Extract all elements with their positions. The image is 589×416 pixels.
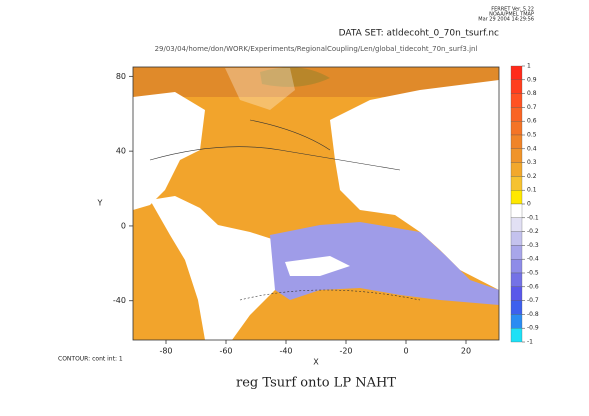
colorbar-cell <box>510 121 523 136</box>
colorbar-label: 0.6 <box>527 118 537 125</box>
colorbar-label: -0.7 <box>527 297 539 304</box>
contour-line <box>239 289 421 301</box>
land <box>330 80 499 290</box>
colorbar-label: 0.5 <box>527 132 537 139</box>
x-tick-label: 20 <box>461 347 471 356</box>
colorbar-cell <box>510 79 523 94</box>
colorbar-cell <box>510 190 523 205</box>
colorbar-cell <box>510 314 523 329</box>
colorbar-label: 0 <box>527 201 531 208</box>
colorbar-cell <box>510 203 523 218</box>
plot-frame <box>132 66 500 341</box>
colorbar-label: -0.8 <box>527 311 539 318</box>
header-line: NOAA/PMEL TMAP <box>489 12 534 18</box>
y-tick-label: -40 <box>113 296 126 305</box>
colorbar-cell <box>510 176 523 191</box>
dataset: DATA SET: atldecoht_0_70n_tsurf.nc <box>339 29 499 39</box>
colorbar-cell <box>510 300 523 315</box>
colorbar-label: 0.2 <box>527 173 537 180</box>
y-tick-label: 40 <box>116 147 126 156</box>
negative-region <box>270 222 499 305</box>
x-axis-label: X <box>313 358 319 367</box>
x-tick-label: 0 <box>403 347 408 356</box>
x-tick-label: -80 <box>159 347 172 356</box>
colorbar-label: -0.2 <box>527 228 539 235</box>
x-tick-label: -40 <box>279 347 292 356</box>
colorbar-cell <box>510 272 523 287</box>
colorbar-label: 0.1 <box>527 187 537 194</box>
x-tick-label: -20 <box>339 347 352 356</box>
header-line: Mar 29 2004 14:29:56 <box>478 17 534 23</box>
y-tick-label: 0 <box>121 221 126 230</box>
colorbar-label: -1 <box>527 339 533 346</box>
colorbar-cell <box>510 65 523 80</box>
colorbar-cell <box>510 162 523 177</box>
caption: reg Tsurf onto LP NAHT <box>236 376 396 391</box>
colorbar-label: -0.5 <box>527 270 539 277</box>
ocean-feature <box>260 67 330 87</box>
colorbar-cell <box>510 245 523 260</box>
y-tick-label: 80 <box>116 72 126 81</box>
map <box>133 67 499 340</box>
colorbar-label: 0.4 <box>527 145 537 152</box>
x-tick-label: -60 <box>219 347 232 356</box>
colorbar-label: 0.9 <box>527 76 537 83</box>
colorbar-cell <box>510 328 523 343</box>
contour-note: CONTOUR: cont int: 1 <box>58 356 123 363</box>
colorbar-cell <box>510 93 523 108</box>
negative-region <box>285 256 350 276</box>
colorbar-label: -0.6 <box>527 283 539 290</box>
colorbar-cell <box>510 259 523 274</box>
colorbar-label: 0.3 <box>527 159 537 166</box>
colorbar-label: -0.1 <box>527 214 539 221</box>
colorbar-label: 0.7 <box>527 104 537 111</box>
header-line: FERRET Ver. 5.22 <box>491 7 534 13</box>
land <box>225 68 295 110</box>
land <box>150 196 290 340</box>
colorbar-cell <box>510 134 523 149</box>
colorbar-label: -0.4 <box>527 256 539 263</box>
colorbar-cell <box>510 286 523 301</box>
path: 29/03/04/home/don/WORK/Experiments/Regio… <box>155 45 478 53</box>
y-axis-label: Y <box>97 199 103 208</box>
colorbar-label: -0.9 <box>527 325 539 332</box>
land <box>133 92 205 210</box>
colorbar-cell <box>510 107 523 122</box>
colorbar-label: -0.3 <box>527 242 539 249</box>
colorbar-label: 1 <box>527 63 531 70</box>
colorbar-cell <box>510 217 523 232</box>
contour-line <box>149 146 401 171</box>
colorbar-cell <box>510 148 523 163</box>
colorbar-label: 0.8 <box>527 90 537 97</box>
contour-line <box>249 119 331 151</box>
colorbar-cell <box>510 231 523 246</box>
